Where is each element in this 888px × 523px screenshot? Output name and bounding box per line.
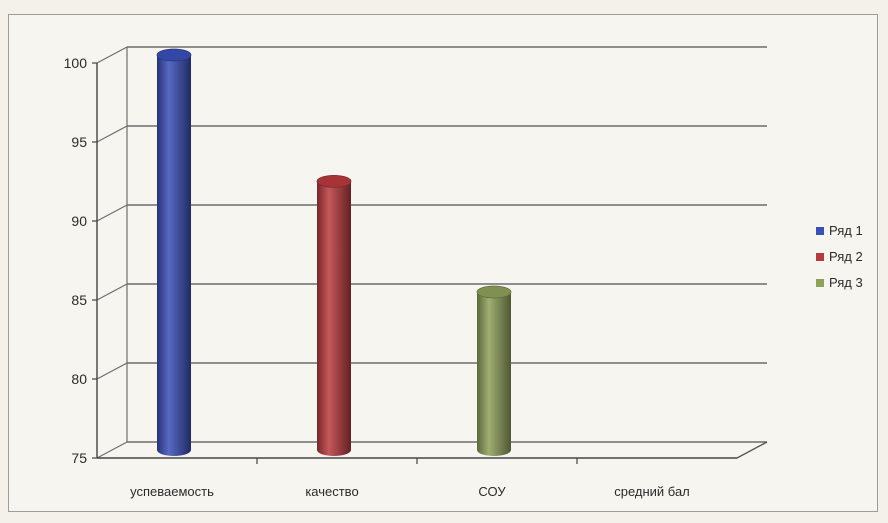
gridline-side-90 bbox=[96, 204, 128, 222]
x-tick-label: средний бал bbox=[614, 484, 690, 499]
cylinder-top bbox=[156, 48, 192, 62]
y-tick-label: 95 bbox=[71, 134, 87, 150]
cylinder-body bbox=[477, 292, 511, 456]
gridlines bbox=[96, 46, 767, 459]
y-tick-label: 100 bbox=[64, 55, 88, 71]
legend: Ряд 1 Ряд 2 Ряд 3 bbox=[816, 223, 863, 290]
gridline-side-100 bbox=[96, 46, 128, 64]
legend-label: Ряд 3 bbox=[829, 275, 863, 290]
bar-ряд-3-2 bbox=[476, 285, 512, 456]
x-tick-label: успеваемость bbox=[130, 484, 214, 499]
y-tick-label: 90 bbox=[71, 213, 87, 229]
x-tick-label: СОУ bbox=[478, 484, 506, 499]
bars bbox=[156, 48, 512, 456]
legend-swatch bbox=[816, 227, 824, 235]
legend-label: Ряд 2 bbox=[829, 249, 863, 264]
bar-ряд-1-0 bbox=[156, 48, 192, 456]
gridline-side-80 bbox=[96, 362, 128, 380]
legend-swatch bbox=[816, 253, 824, 261]
bar-ряд-2-1 bbox=[316, 174, 352, 456]
legend-swatch bbox=[816, 279, 824, 287]
cylinder-top bbox=[316, 174, 352, 188]
legend-label: Ряд 1 bbox=[829, 223, 863, 238]
cylinder-body bbox=[317, 181, 351, 456]
floor-right-edge bbox=[736, 441, 768, 459]
gridline-side-85 bbox=[96, 283, 128, 301]
x-tick-label: качество bbox=[305, 484, 358, 499]
axes bbox=[92, 47, 768, 464]
gridline-side-75 bbox=[96, 441, 128, 459]
y-tick-label: 80 bbox=[71, 371, 87, 387]
axis-labels: 75 80 85 90 95 100 успеваемость качество СОУ сред… bbox=[64, 55, 690, 499]
cylinder-top bbox=[476, 285, 512, 299]
cylinder-body bbox=[157, 55, 191, 456]
y-tick-label: 85 bbox=[71, 292, 87, 308]
chart-frame bbox=[8, 14, 878, 512]
gridline-side-95 bbox=[96, 125, 128, 143]
y-tick-label: 75 bbox=[71, 450, 87, 466]
